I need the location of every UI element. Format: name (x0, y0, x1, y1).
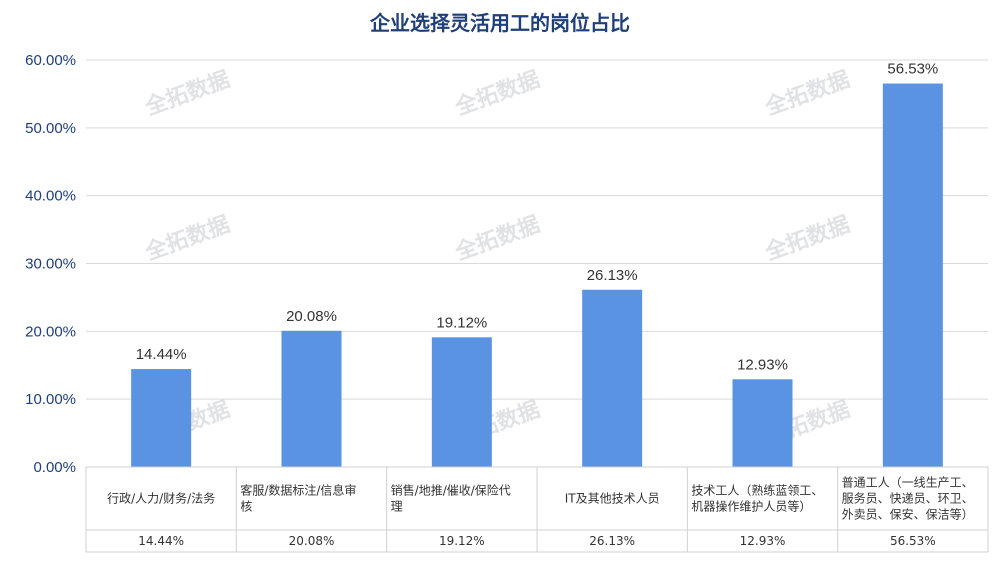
data-label: 56.53% (887, 61, 938, 78)
table-value: 20.08% (289, 534, 335, 548)
category-label: 技术工人（熟练蓝领工、 (691, 483, 823, 498)
category-label: 普通工人（一线生产工、 (842, 476, 974, 490)
table-value: 19.12% (439, 534, 485, 548)
y-axis: 0.00% 10.00% 20.00% 30.00% 40.00% 50.00% 60.00… (25, 52, 76, 476)
y-tick-label: 10.00% (25, 391, 76, 408)
data-label: 19.12% (436, 314, 487, 331)
category-label: 服务员、快递员、环卫、 (842, 491, 974, 506)
data-labels: 14.44% 20.08% 19.12% 26.13% 12.93% 56.53% (136, 61, 939, 374)
category-label: 机器操作维护人员等） (691, 499, 811, 514)
y-tick-label: 40.00% (25, 188, 76, 205)
bars (131, 83, 943, 467)
watermark-text: 全拓数据 (451, 66, 544, 121)
watermark-text: 全拓数据 (761, 66, 854, 121)
bar (281, 330, 342, 467)
watermark-text: 全拓数据 (451, 211, 544, 266)
watermark-text: 全拓数据 (141, 211, 234, 266)
y-tick-label: 0.00% (33, 459, 76, 476)
table-value: 12.93% (740, 534, 786, 548)
bar (131, 369, 192, 467)
category-label: 销售/地推/催收/保险代 (391, 483, 511, 498)
category-label: 理 (391, 500, 403, 514)
category-label: 外卖员、保安、保洁等） (842, 507, 974, 522)
data-label: 26.13% (587, 267, 638, 284)
bar (582, 289, 643, 467)
y-tick-label: 20.00% (25, 323, 76, 340)
data-label: 20.08% (286, 308, 337, 325)
table-value: 14.44% (138, 534, 184, 548)
chart-title: 企业选择灵活用工的岗位占比 (369, 11, 630, 35)
y-tick-label: 30.00% (25, 256, 76, 273)
table-value: 26.13% (589, 534, 635, 548)
category-label: 核 (240, 500, 252, 514)
watermark-text: 全拓数据 (141, 66, 234, 121)
data-label: 12.93% (737, 356, 788, 373)
data-label: 14.44% (136, 346, 187, 363)
category-label: 客服/数据标注/信息审 (240, 483, 356, 498)
bar (431, 337, 492, 467)
table-value: 56.53% (890, 534, 936, 548)
category-label: IT及其他技术人员 (565, 492, 660, 506)
bar (882, 83, 943, 467)
watermark-text: 全拓数据 (761, 211, 854, 266)
bar (732, 379, 793, 467)
y-tick-label: 50.00% (25, 120, 76, 137)
category-label: 行政/人力/财务/法务 (107, 491, 215, 506)
y-tick-label: 60.00% (25, 52, 76, 69)
